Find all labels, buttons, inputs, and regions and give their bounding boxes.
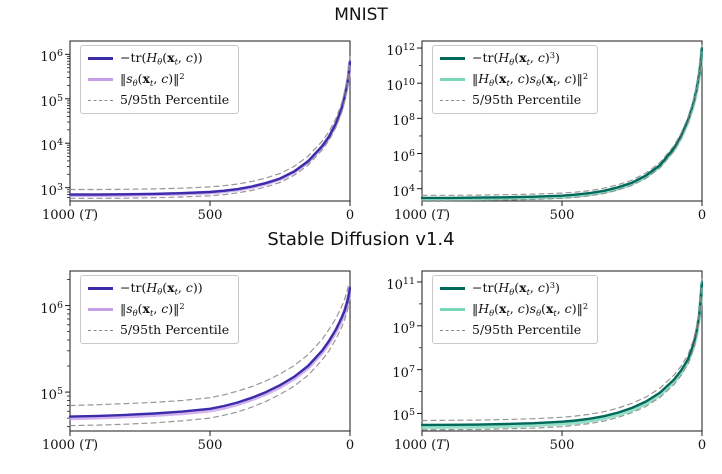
legend-dash-sample xyxy=(88,100,113,101)
legend-line-sample xyxy=(88,287,113,290)
legend-line-sample xyxy=(440,308,465,311)
chart-canvas-bottom-right xyxy=(417,270,703,436)
subplot-mnist-trace: 103 104 105 106 1000 (T) 500 0 −tr(Hθ(xt, c)) ‖s… xyxy=(20,36,354,228)
legend-label: −tr(Hθ(xt, c)) xyxy=(120,279,203,297)
legend-item: ‖sθ(xt, c)‖2 xyxy=(88,69,229,90)
series-main xyxy=(69,286,351,418)
legend: −tr(Hθ(xt, c)) ‖sθ(xt, c)‖2 5/95th Percent… xyxy=(80,45,240,114)
legend-item: 5/95th Percentile xyxy=(88,90,229,111)
x-tick-label: 500 xyxy=(197,438,223,453)
series-main xyxy=(69,60,351,196)
legend-item: ‖Hθ(xt, c)sθ(xt, c)‖2 xyxy=(440,69,588,90)
x-tick-label: 500 xyxy=(549,208,575,223)
legend-dash-sample xyxy=(88,330,113,331)
chart-canvas-top-left xyxy=(65,40,351,206)
legend-label: 5/95th Percentile xyxy=(120,92,230,108)
legend: −tr(Hθ(xt, c)) ‖sθ(xt, c)‖2 5/95th Percent… xyxy=(80,275,240,344)
legend-line-sample xyxy=(88,57,113,60)
x-tick-label: 0 xyxy=(345,208,355,223)
subplot-sd-trace: 105 106 1000 (T) 500 0 −tr(Hθ(xt, c)) ‖sθ(xt, … xyxy=(20,266,354,458)
series-p5 xyxy=(421,286,703,431)
legend-label: 5/95th Percentile xyxy=(472,322,582,338)
y-tick-label: 108 xyxy=(392,112,415,130)
legend-line-sample xyxy=(440,57,465,60)
y-tick-label: 106 xyxy=(40,299,63,317)
x-tick-label: 1000 (T) xyxy=(393,208,451,223)
y-tick-label: 106 xyxy=(392,147,415,165)
x-tick-label: 500 xyxy=(197,208,223,223)
legend-label: 5/95th Percentile xyxy=(472,92,582,108)
y-tick-label: 104 xyxy=(40,137,63,154)
chart-canvas-top-right xyxy=(417,40,703,206)
legend-item: ‖Hθ(xt, c)sθ(xt, c)‖2 xyxy=(440,299,588,320)
legend-label: −tr(Hθ(xt, c)3) xyxy=(472,279,560,297)
series-p5 xyxy=(69,65,351,199)
series-p5 xyxy=(69,296,351,427)
legend-item: −tr(Hθ(xt, c)3) xyxy=(440,278,588,299)
subplot-mnist-cubed: 104 106 108 1010 1012 1000 (T) 500 0 −tr(Hθ(xt, … xyxy=(372,36,706,228)
x-tick-label: 1000 (T) xyxy=(41,438,99,453)
y-tick-label: 105 xyxy=(392,407,415,425)
legend-item: −tr(Hθ(xt, c)3) xyxy=(440,48,588,69)
y-tick-label: 104 xyxy=(392,182,415,200)
legend-label: −tr(Hθ(xt, c)3) xyxy=(472,49,560,67)
series-p95 xyxy=(69,56,351,191)
y-tick-label: 105 xyxy=(40,92,63,110)
subplot-sd-cubed: 105 107 109 1011 1000 (T) 500 0 −tr(Hθ(xt, c)3)… xyxy=(372,266,706,458)
legend-label: ‖Hθ(xt, c)sθ(xt, c)‖2 xyxy=(472,70,589,88)
chart-canvas-bottom-left xyxy=(65,270,351,436)
y-tick-label: 106 xyxy=(40,48,63,66)
legend-line-sample xyxy=(440,287,465,290)
legend-item: −tr(Hθ(xt, c)) xyxy=(88,48,229,69)
legend-dash-sample xyxy=(440,330,465,331)
series-p5 xyxy=(421,50,703,202)
legend-label: 5/95th Percentile xyxy=(120,322,230,338)
y-tick-label: 1012 xyxy=(386,42,415,59)
series-p95 xyxy=(69,283,350,407)
y-tick-label: 107 xyxy=(392,363,415,381)
legend-item: 5/95th Percentile xyxy=(88,320,229,341)
legend-label: ‖sθ(xt, c)‖2 xyxy=(120,70,185,88)
legend-item: ‖sθ(xt, c)‖2 xyxy=(88,299,229,320)
legend-line-sample xyxy=(440,78,465,81)
series-main xyxy=(421,280,703,427)
x-tick-label: 0 xyxy=(697,208,707,223)
y-tick-label: 109 xyxy=(392,319,415,337)
series-p95 xyxy=(421,44,703,196)
x-tick-label: 500 xyxy=(549,438,575,453)
y-tick-label: 103 xyxy=(40,181,63,199)
y-tick-label: 1011 xyxy=(386,275,415,293)
x-tick-label: 0 xyxy=(697,438,707,453)
legend-line-sample xyxy=(88,78,113,81)
legend-dash-sample xyxy=(440,100,465,101)
x-tick-label: 1000 (T) xyxy=(393,438,451,453)
legend-label: ‖Hθ(xt, c)sθ(xt, c)‖2 xyxy=(472,300,589,318)
figure-title-mnist: MNIST xyxy=(334,5,388,25)
y-tick-label: 105 xyxy=(40,386,63,403)
legend-item: 5/95th Percentile xyxy=(440,90,588,111)
legend-item: −tr(Hθ(xt, c)) xyxy=(88,278,229,299)
figure-title-stable-diffusion: Stable Diffusion v1.4 xyxy=(267,229,455,250)
legend-line-sample xyxy=(88,308,113,311)
legend: −tr(Hθ(xt, c)3) ‖Hθ(xt, c)sθ(xt, c)‖2 5/95… xyxy=(432,275,599,344)
y-tick-label: 1010 xyxy=(386,77,415,94)
legend-label: ‖sθ(xt, c)‖2 xyxy=(120,300,185,318)
series-p95 xyxy=(421,276,703,422)
x-tick-label: 1000 (T) xyxy=(41,208,99,223)
legend-item: 5/95th Percentile xyxy=(440,320,588,341)
legend: −tr(Hθ(xt, c)3) ‖Hθ(xt, c)sθ(xt, c)‖2 5/95… xyxy=(432,45,599,114)
x-tick-label: 0 xyxy=(345,438,355,453)
legend-label: −tr(Hθ(xt, c)) xyxy=(120,49,203,67)
